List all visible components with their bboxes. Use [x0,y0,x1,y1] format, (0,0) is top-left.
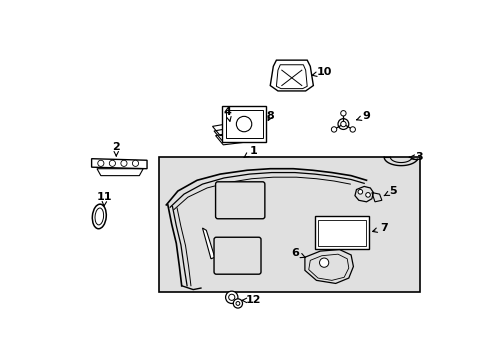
Bar [317,220,365,246]
Text: 2: 2 [112,142,120,156]
Text: 5: 5 [384,186,396,196]
Circle shape [357,189,362,194]
Bar [225,110,262,138]
FancyBboxPatch shape [215,182,264,219]
Circle shape [121,160,127,166]
Circle shape [233,299,242,308]
Circle shape [340,121,346,127]
Text: 8: 8 [266,111,274,121]
Ellipse shape [92,204,106,229]
Text: 1: 1 [244,146,257,157]
Bar [158,157,420,292]
Text: 4: 4 [224,108,231,121]
Circle shape [132,160,138,166]
Text: 3: 3 [408,152,422,162]
Circle shape [236,116,251,132]
Text: 10: 10 [312,67,331,77]
Circle shape [109,160,115,166]
Text: 11: 11 [97,192,112,206]
Ellipse shape [95,208,103,225]
Polygon shape [202,228,214,259]
Circle shape [365,193,369,197]
Circle shape [337,119,348,130]
FancyBboxPatch shape [214,237,261,274]
Circle shape [349,127,355,132]
Text: 7: 7 [372,223,387,233]
Text: 9: 9 [356,111,370,121]
Bar [221,106,266,142]
Circle shape [340,111,346,116]
Circle shape [319,258,328,267]
Circle shape [228,294,234,300]
Bar [314,216,368,249]
Circle shape [225,291,238,303]
Circle shape [331,127,336,132]
Circle shape [98,160,104,166]
Text: 6: 6 [291,248,305,258]
Text: 12: 12 [242,295,261,305]
Circle shape [236,302,239,305]
